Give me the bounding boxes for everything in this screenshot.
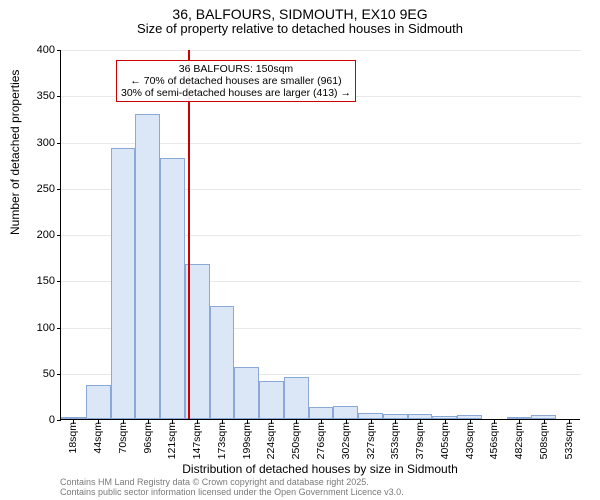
ytick-mark	[57, 281, 61, 282]
chart-area: 05010015020025030035040018sqm44sqm70sqm9…	[60, 50, 580, 420]
histogram-bar	[259, 381, 284, 419]
histogram-bar	[234, 367, 259, 419]
ytick-label: 150	[15, 275, 55, 287]
ytick-label: 100	[15, 322, 55, 334]
histogram-bar	[358, 413, 383, 419]
ytick-mark	[57, 328, 61, 329]
page-title-line2: Size of property relative to detached ho…	[0, 22, 600, 37]
xtick-label: 18sqm	[67, 422, 79, 454]
xtick-label: 327sqm	[365, 422, 377, 459]
xtick-label: 508sqm	[538, 422, 550, 459]
histogram-bar	[61, 417, 86, 419]
xtick-label: 456sqm	[488, 422, 500, 459]
xtick-label: 70sqm	[117, 422, 129, 454]
xtick-label: 121sqm	[166, 422, 178, 459]
xtick-label: 147sqm	[191, 422, 203, 459]
histogram-bar	[111, 148, 136, 419]
gridline	[61, 50, 581, 51]
ytick-mark	[57, 96, 61, 97]
plot-region: 05010015020025030035040018sqm44sqm70sqm9…	[60, 50, 580, 420]
histogram-bar	[284, 377, 309, 419]
histogram-bar	[507, 417, 532, 419]
xtick-label: 379sqm	[414, 422, 426, 459]
ytick-label: 50	[15, 368, 55, 380]
xtick-label: 96sqm	[142, 422, 154, 454]
xtick-label: 482sqm	[513, 422, 525, 459]
xtick-label: 250sqm	[290, 422, 302, 459]
histogram-bar	[383, 414, 408, 419]
histogram-bar	[309, 407, 334, 419]
histogram-bar	[457, 415, 482, 419]
xtick-label: 533sqm	[563, 422, 575, 459]
xtick-label: 44sqm	[92, 422, 104, 454]
xtick-label: 173sqm	[216, 422, 228, 459]
reference-line	[188, 50, 190, 419]
footer-line2: Contains public sector information licen…	[60, 488, 404, 498]
annotation-line: ← 70% of detached houses are smaller (96…	[121, 75, 351, 87]
ytick-mark	[57, 235, 61, 236]
footer-attribution: Contains HM Land Registry data © Crown c…	[60, 478, 404, 498]
annotation-line: 30% of semi-detached houses are larger (…	[121, 87, 351, 99]
xtick-label: 302sqm	[340, 422, 352, 459]
xtick-label: 276sqm	[315, 422, 327, 459]
histogram-bar	[210, 306, 235, 419]
x-axis-label: Distribution of detached houses by size …	[60, 462, 580, 476]
histogram-bar	[432, 416, 457, 419]
ytick-mark	[57, 189, 61, 190]
xtick-label: 353sqm	[389, 422, 401, 459]
ytick-label: 250	[15, 183, 55, 195]
histogram-bar	[408, 414, 433, 419]
ytick-label: 0	[15, 414, 55, 426]
title-block: 36, BALFOURS, SIDMOUTH, EX10 9EG Size of…	[0, 0, 600, 37]
histogram-bar	[333, 406, 358, 419]
ytick-mark	[57, 143, 61, 144]
histogram-bar	[160, 158, 185, 419]
annotation-box: 36 BALFOURS: 150sqm← 70% of detached hou…	[116, 60, 356, 102]
ytick-mark	[57, 420, 61, 421]
xtick-label: 199sqm	[241, 422, 253, 459]
xtick-label: 405sqm	[439, 422, 451, 459]
histogram-bar	[86, 385, 111, 419]
ytick-mark	[57, 50, 61, 51]
histogram-bar	[531, 415, 556, 419]
ytick-label: 200	[15, 229, 55, 241]
ytick-mark	[57, 374, 61, 375]
xtick-label: 430sqm	[464, 422, 476, 459]
xtick-label: 224sqm	[265, 422, 277, 459]
annotation-line: 36 BALFOURS: 150sqm	[121, 63, 351, 75]
page-title-line1: 36, BALFOURS, SIDMOUTH, EX10 9EG	[0, 6, 600, 22]
ytick-label: 400	[15, 44, 55, 56]
ytick-label: 350	[15, 90, 55, 102]
ytick-label: 300	[15, 137, 55, 149]
histogram-bar	[135, 114, 160, 419]
